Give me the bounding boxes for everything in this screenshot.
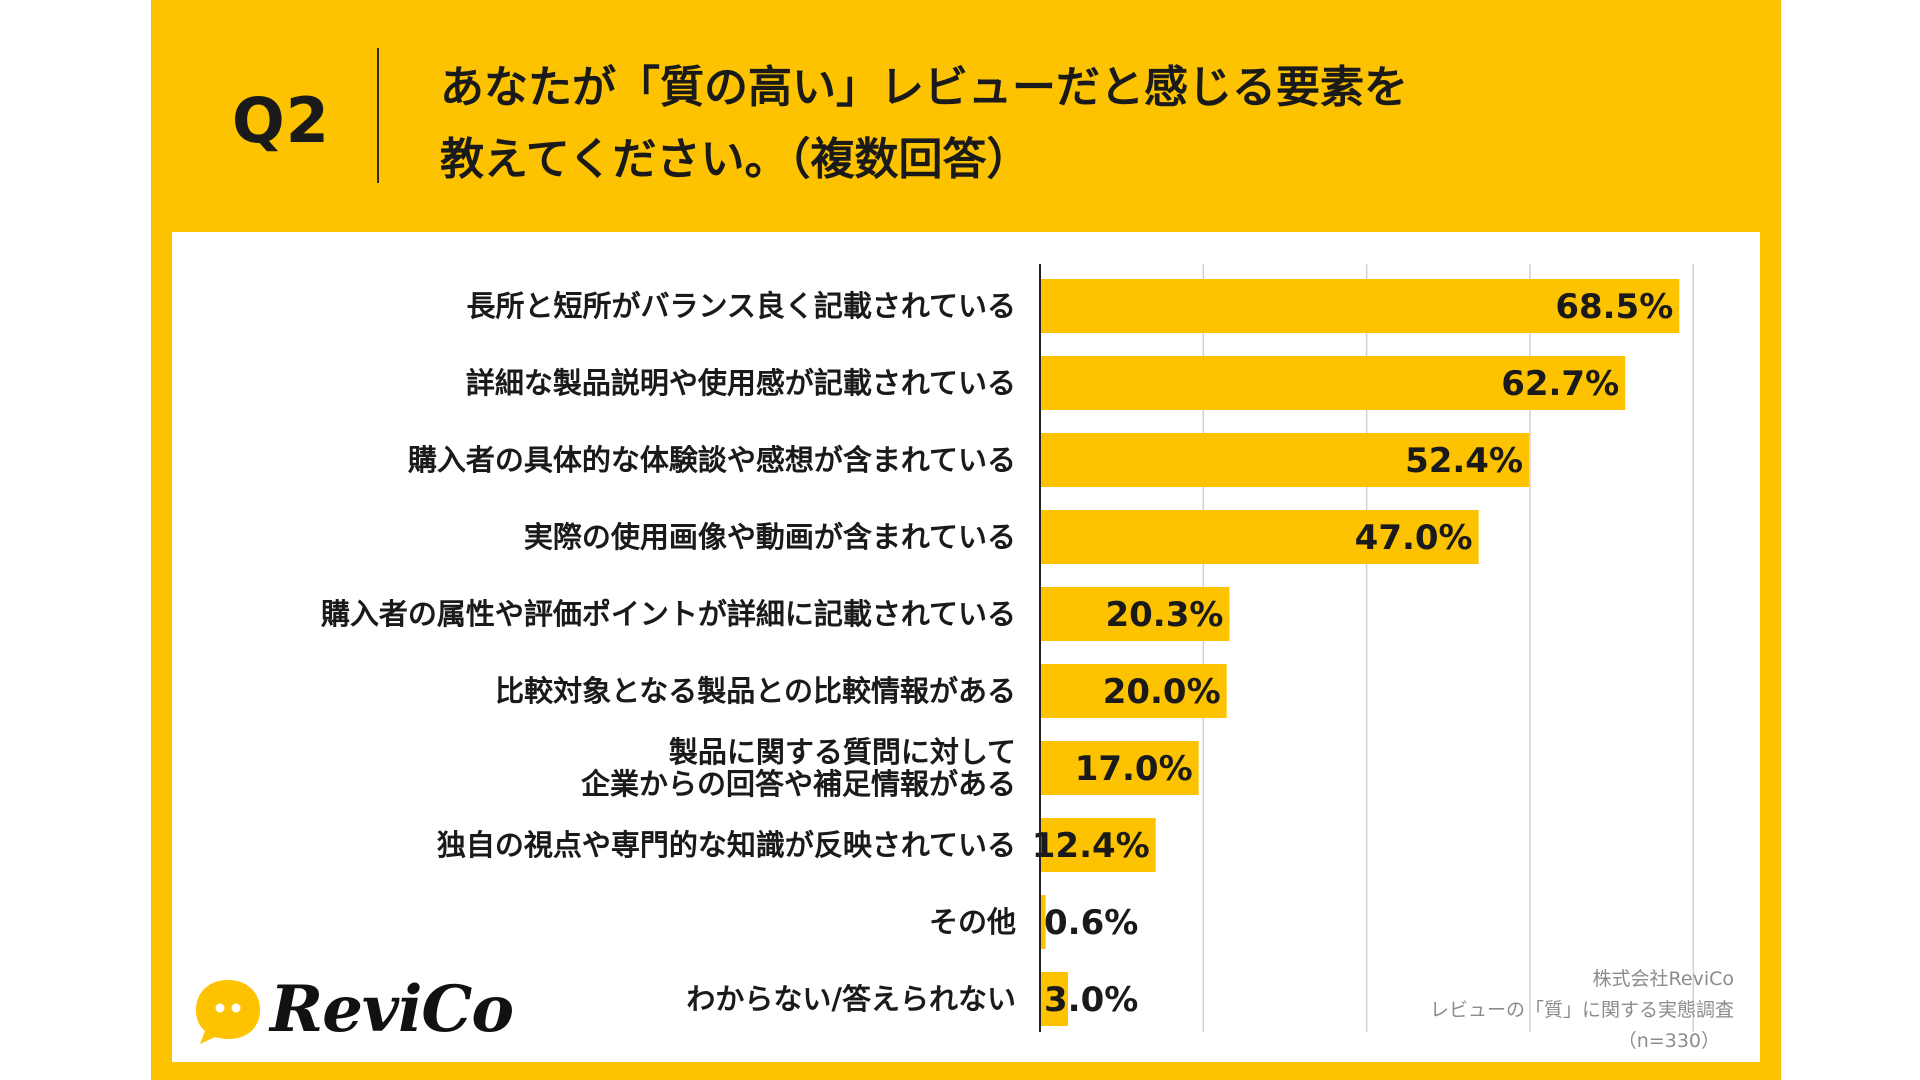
category-label: 企業からの回答や補足情報がある bbox=[581, 767, 1016, 801]
bar bbox=[1040, 972, 1068, 1026]
credit-company: 株式会社ReviCo bbox=[1592, 968, 1734, 990]
logo-wordmark: ReviCo bbox=[270, 972, 514, 1047]
category-label: 長所と短所がバランス良く記載されている bbox=[466, 289, 1016, 323]
chart-panel: 68.5% 長所と短所がバランス良く記載されている 62.7% 詳細な製品説明や使用感… bbox=[172, 232, 1760, 1062]
question-title-line-2: 教えてください。（複数回答） bbox=[440, 134, 1031, 185]
bar bbox=[1040, 818, 1156, 872]
bar bbox=[1040, 356, 1626, 410]
category-label: わからない/答えられない bbox=[686, 982, 1016, 1016]
speech-bubble-icon bbox=[196, 980, 260, 1044]
category-label: 比較対象となる製品との比較情報がある bbox=[495, 674, 1016, 708]
credits: 株式会社ReviCo レビューの「質」に関する実態調査 （n=330） bbox=[1430, 964, 1734, 1057]
value-label: 3.0% bbox=[1044, 980, 1138, 1020]
value-label: 47.0% bbox=[1355, 518, 1473, 558]
question-title: あなたが「質の高い」レビューだと感じる要素を 教えてください。（複数回答） bbox=[440, 52, 1640, 196]
category-label: 詳細な製品説明や使用感が記載されている bbox=[466, 366, 1016, 400]
category-label: 購入者の具体的な体験談や感想が含まれている bbox=[408, 443, 1016, 477]
question-number: Q2 bbox=[232, 84, 330, 157]
value-label: 20.0% bbox=[1103, 672, 1221, 712]
bar bbox=[1040, 895, 1046, 949]
question-title-line-1: あなたが「質の高い」レビューだと感じる要素を bbox=[440, 62, 1408, 113]
value-label: 62.7% bbox=[1501, 364, 1619, 404]
category-label: その他 bbox=[929, 905, 1016, 939]
bar bbox=[1040, 741, 1199, 795]
category-label: 実際の使用画像や動画が含まれている bbox=[524, 520, 1016, 554]
value-label: 17.0% bbox=[1075, 749, 1193, 789]
category-label: 独自の視点や専門的な知識が反映されている bbox=[437, 828, 1016, 862]
bar bbox=[1040, 279, 1680, 333]
header-divider bbox=[377, 48, 379, 183]
value-label: 20.3% bbox=[1105, 595, 1223, 635]
bar bbox=[1040, 664, 1227, 718]
category-label: 製品に関する質問に対して bbox=[669, 735, 1016, 769]
value-label: 68.5% bbox=[1555, 287, 1673, 327]
credit-sample: （n=330） bbox=[1617, 1030, 1720, 1052]
category-label: 購入者の属性や評価ポイントが詳細に記載されている bbox=[321, 597, 1016, 631]
credit-survey: レビューの「質」に関する実態調査 bbox=[1429, 999, 1734, 1021]
revico-logo: ReviCo bbox=[192, 972, 514, 1052]
bar bbox=[1040, 510, 1479, 564]
bar bbox=[1040, 587, 1230, 641]
value-label: 0.6% bbox=[1044, 903, 1138, 943]
bar bbox=[1040, 433, 1530, 487]
value-label: 12.4% bbox=[1032, 826, 1150, 866]
value-label: 52.4% bbox=[1405, 441, 1523, 481]
bar-chart: 68.5% 長所と短所がバランス良く記載されている 62.7% 詳細な製品説明や使用感… bbox=[321, 264, 1695, 1032]
